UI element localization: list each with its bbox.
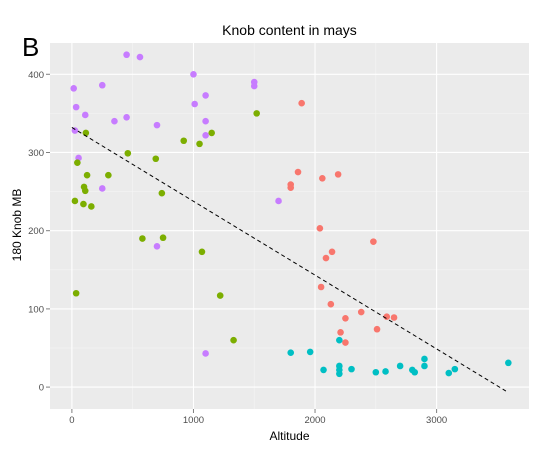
data-point xyxy=(336,336,343,344)
data-point xyxy=(111,117,118,125)
y-tick-label: 0 xyxy=(39,383,44,394)
data-points xyxy=(70,51,512,378)
data-point xyxy=(202,92,209,99)
data-point xyxy=(208,129,215,137)
data-point xyxy=(202,350,209,357)
data-point xyxy=(180,137,188,145)
chart-title: Knob content in mays xyxy=(222,22,357,38)
data-point xyxy=(250,82,258,90)
trend-line xyxy=(71,127,507,392)
data-point xyxy=(322,254,330,262)
data-point xyxy=(334,171,342,178)
data-point xyxy=(190,70,197,78)
data-point xyxy=(320,366,327,374)
panel-letter: B xyxy=(22,32,39,62)
x-axis-ticks: 0 1000 2000 3000 xyxy=(69,409,447,426)
data-point xyxy=(327,300,335,308)
data-point xyxy=(316,225,324,232)
data-point xyxy=(202,131,209,139)
data-point xyxy=(336,370,343,378)
data-point xyxy=(357,308,365,316)
data-point xyxy=(159,234,167,242)
data-point xyxy=(294,168,302,176)
data-point xyxy=(319,174,326,182)
data-point xyxy=(287,184,295,191)
data-point xyxy=(306,348,314,356)
data-point xyxy=(81,111,89,119)
data-point xyxy=(421,362,428,370)
data-point xyxy=(230,336,237,344)
data-point xyxy=(74,159,81,166)
minor-gridlines xyxy=(50,43,529,409)
x-tick-label: 1000 xyxy=(183,415,204,426)
data-point xyxy=(342,339,349,346)
data-point xyxy=(383,313,391,321)
data-point xyxy=(105,171,112,179)
data-point xyxy=(317,283,325,291)
data-point xyxy=(298,99,305,107)
y-tick-label: 300 xyxy=(28,148,44,159)
data-point xyxy=(153,121,161,129)
trend-line-group xyxy=(71,127,507,392)
data-point xyxy=(123,113,130,121)
data-point xyxy=(348,365,355,373)
data-point xyxy=(123,51,130,59)
data-point xyxy=(72,289,80,297)
data-point xyxy=(370,238,377,245)
data-point xyxy=(198,248,206,256)
data-point xyxy=(98,185,106,192)
data-point xyxy=(253,110,260,117)
data-point xyxy=(421,355,428,363)
data-point xyxy=(287,349,295,356)
data-point xyxy=(196,140,203,148)
y-tick-label: 400 xyxy=(28,70,44,81)
data-point xyxy=(373,325,381,333)
data-point xyxy=(80,200,87,208)
data-point xyxy=(411,368,419,376)
data-point xyxy=(216,292,224,299)
data-point xyxy=(337,329,344,336)
data-point xyxy=(382,368,389,375)
data-point xyxy=(191,100,198,108)
data-point xyxy=(124,149,132,157)
data-point xyxy=(136,53,144,61)
y-axis-title: 180 Knob MB xyxy=(10,189,24,262)
x-tick-label: 2000 xyxy=(304,415,325,426)
data-point xyxy=(390,314,398,321)
data-point xyxy=(328,248,336,256)
data-point xyxy=(83,171,91,179)
data-point xyxy=(70,85,78,92)
x-tick-label: 3000 xyxy=(426,415,447,426)
data-point xyxy=(158,189,166,197)
data-point xyxy=(275,197,282,205)
data-point xyxy=(505,359,512,367)
data-point xyxy=(342,314,349,322)
data-point xyxy=(81,187,89,195)
y-tick-label: 100 xyxy=(28,304,44,315)
data-point xyxy=(396,362,404,370)
y-tick-label: 200 xyxy=(28,226,44,237)
y-axis-ticks: 0 100 200 300 400 xyxy=(28,70,50,394)
data-point xyxy=(445,369,453,377)
data-point xyxy=(451,365,459,373)
data-point xyxy=(82,129,90,137)
data-point xyxy=(71,127,79,134)
data-point xyxy=(98,81,106,89)
data-point xyxy=(372,368,380,376)
data-point xyxy=(202,117,209,125)
data-point xyxy=(88,203,95,210)
data-point xyxy=(152,155,160,163)
data-point xyxy=(72,103,80,111)
data-point xyxy=(139,235,146,242)
data-point xyxy=(153,243,161,250)
x-axis-title: Altitude xyxy=(269,429,309,443)
data-point xyxy=(71,197,79,205)
x-tick-label: 0 xyxy=(69,415,74,426)
